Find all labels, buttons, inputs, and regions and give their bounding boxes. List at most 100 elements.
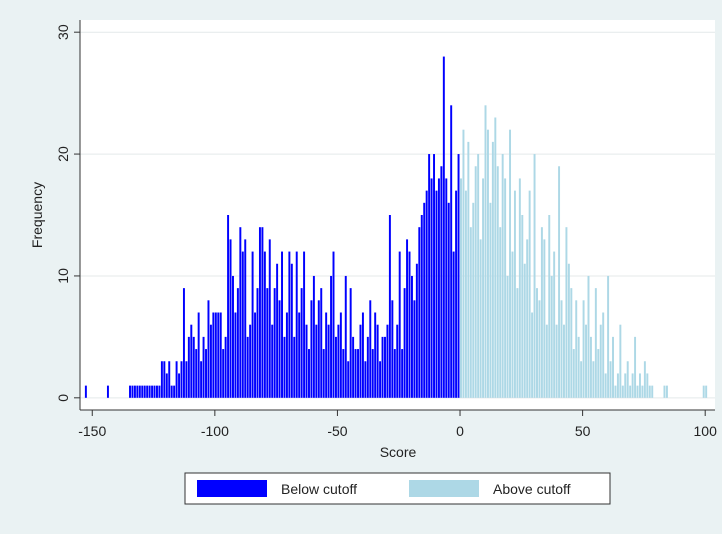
- bar: [308, 349, 310, 398]
- bar: [462, 129, 465, 398]
- bar: [276, 263, 279, 398]
- bar: [648, 385, 651, 398]
- bar: [156, 385, 158, 398]
- bar: [384, 336, 386, 398]
- bar: [621, 385, 624, 398]
- bar: [212, 312, 215, 398]
- x-tick-label: 0: [456, 423, 464, 439]
- bar: [631, 373, 634, 398]
- bar: [629, 385, 632, 398]
- bar: [254, 312, 257, 398]
- bar: [560, 300, 563, 398]
- bar: [251, 251, 254, 398]
- bar: [352, 336, 355, 398]
- bar: [303, 251, 306, 398]
- bar: [565, 227, 568, 398]
- bar: [200, 361, 203, 398]
- bar: [84, 385, 87, 398]
- bar: [381, 336, 384, 398]
- bar: [393, 349, 396, 398]
- x-tick-label: 50: [575, 423, 591, 439]
- bar: [425, 190, 428, 398]
- bar: [636, 385, 639, 398]
- bar: [143, 385, 146, 398]
- bar: [604, 373, 607, 398]
- bar: [536, 288, 538, 398]
- bar: [168, 361, 171, 398]
- bar: [283, 336, 286, 398]
- bar: [151, 385, 154, 398]
- bar: [702, 385, 705, 398]
- bar: [398, 251, 401, 398]
- bar: [614, 385, 617, 398]
- bar: [587, 275, 590, 398]
- bar: [555, 324, 558, 398]
- bar: [271, 324, 274, 398]
- x-tick-label: 100: [694, 423, 718, 439]
- bar: [396, 324, 399, 398]
- bar: [320, 288, 323, 398]
- bar: [513, 190, 516, 398]
- bar: [538, 300, 541, 398]
- bar: [406, 239, 409, 398]
- bar: [543, 239, 546, 398]
- bar: [366, 336, 369, 398]
- bar: [136, 385, 139, 398]
- bar: [232, 275, 234, 398]
- x-tick-label: -50: [327, 423, 347, 439]
- bar: [330, 275, 333, 398]
- bar: [256, 288, 259, 398]
- legend-swatch: [409, 480, 479, 497]
- bar: [489, 202, 492, 398]
- bar: [408, 251, 411, 398]
- bar: [651, 385, 654, 398]
- bar: [371, 349, 374, 398]
- bar: [293, 336, 296, 398]
- bar: [379, 361, 382, 398]
- bar: [374, 312, 377, 398]
- bar: [401, 349, 404, 398]
- bar: [334, 336, 337, 398]
- bar: [129, 385, 131, 398]
- bar: [249, 324, 252, 398]
- bar: [545, 324, 548, 398]
- bar: [325, 312, 328, 398]
- bar: [106, 385, 109, 398]
- bar: [582, 300, 585, 398]
- bar: [195, 349, 198, 398]
- bar: [133, 385, 136, 398]
- bar: [548, 215, 551, 398]
- bar: [472, 202, 475, 398]
- bar: [300, 288, 303, 398]
- bar: [246, 336, 249, 398]
- bar: [415, 263, 418, 398]
- bar: [217, 312, 220, 398]
- bar: [484, 105, 487, 398]
- bar: [509, 129, 512, 398]
- bar: [418, 227, 421, 398]
- bar: [597, 349, 600, 398]
- bar: [288, 251, 291, 398]
- bar: [477, 154, 480, 398]
- bar: [592, 361, 595, 398]
- bar: [357, 349, 359, 398]
- bar: [376, 324, 379, 398]
- bar: [526, 239, 529, 398]
- bar: [494, 117, 497, 398]
- bar: [474, 166, 477, 398]
- bar: [567, 263, 570, 398]
- bar: [594, 288, 597, 398]
- bar: [479, 239, 482, 398]
- bar: [361, 312, 364, 398]
- bar: [570, 288, 573, 398]
- bar: [214, 312, 217, 398]
- bar: [469, 227, 472, 398]
- bar: [616, 373, 619, 398]
- bar: [298, 312, 301, 398]
- x-tick-label: -100: [201, 423, 229, 439]
- bar: [523, 263, 526, 398]
- x-axis-label: Score: [380, 444, 417, 460]
- bar: [163, 361, 166, 398]
- bar: [599, 324, 602, 398]
